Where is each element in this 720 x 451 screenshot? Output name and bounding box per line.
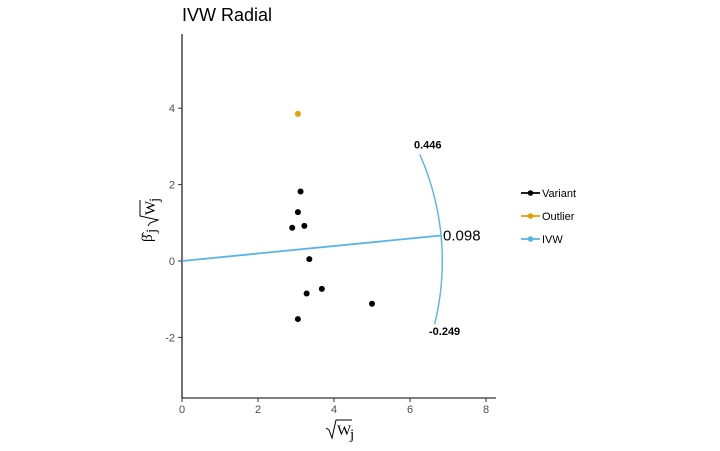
y-tick-label: 4: [169, 103, 175, 115]
ticks: 0 2 4 6 8 -2 0 2 4: [165, 103, 489, 416]
legend-key-dot-outlier: [527, 213, 534, 219]
legend-label-variant: Variant: [542, 188, 576, 200]
variant-point: [294, 209, 301, 216]
y-tick-label: 2: [169, 180, 175, 192]
x-axis-title: Wj: [325, 419, 354, 443]
x-tick-label: 8: [483, 404, 489, 416]
legend-key-dot-ivw: [527, 236, 534, 242]
variant-point: [294, 316, 301, 323]
x-axis-title-radical: [325, 419, 352, 440]
axis-titles: Wjβ̂jWj: [139, 198, 354, 443]
chart-title: IVW Radial: [182, 5, 272, 25]
legend-label-ivw: IVW: [542, 234, 563, 246]
y-tick-label: -2: [165, 332, 175, 344]
outlier-point: [294, 110, 301, 117]
variant-point: [297, 188, 304, 195]
variant-point: [303, 290, 310, 297]
legend-key-dot-variant: [527, 190, 534, 196]
arc-lower-label: -0.249: [429, 326, 460, 338]
x-tick-label: 6: [407, 404, 413, 416]
confidence-arc: [419, 154, 444, 325]
x-tick-label: 0: [179, 404, 185, 416]
confidence-arc-group: 0.446 -0.249 0.098: [414, 139, 481, 338]
arc-estimate-label: 0.098: [443, 227, 481, 244]
y-axis-title-radical: [139, 200, 160, 227]
y-axis-title-subscript-1: j: [144, 229, 160, 234]
variant-point: [318, 285, 325, 292]
data-points: [289, 110, 375, 323]
y-axis-title-subscript-2: j: [147, 198, 163, 203]
x-axis-title-subscript: j: [349, 427, 354, 443]
legend: Variant Outlier IVW: [521, 188, 576, 246]
variant-point: [369, 300, 375, 307]
ivw-regression-line: [181, 234, 442, 262]
x-tick-label: 4: [331, 404, 337, 416]
y-axis-title-beta: β̂: [140, 231, 156, 242]
variant-point: [289, 224, 296, 231]
ivw-line-group: [181, 234, 442, 262]
y-axis-title: β̂jWj: [139, 198, 163, 242]
arc-upper-label: 0.446: [414, 139, 442, 151]
y-tick-label: 0: [169, 256, 175, 268]
variant-point: [306, 256, 313, 263]
variant-point: [301, 222, 308, 229]
x-tick-label: 2: [255, 404, 261, 416]
axes: [181, 34, 496, 399]
x-axis-title-w: W: [337, 423, 352, 439]
y-axis-title-w: W: [143, 200, 159, 215]
legend-label-outlier: Outlier: [542, 211, 575, 223]
